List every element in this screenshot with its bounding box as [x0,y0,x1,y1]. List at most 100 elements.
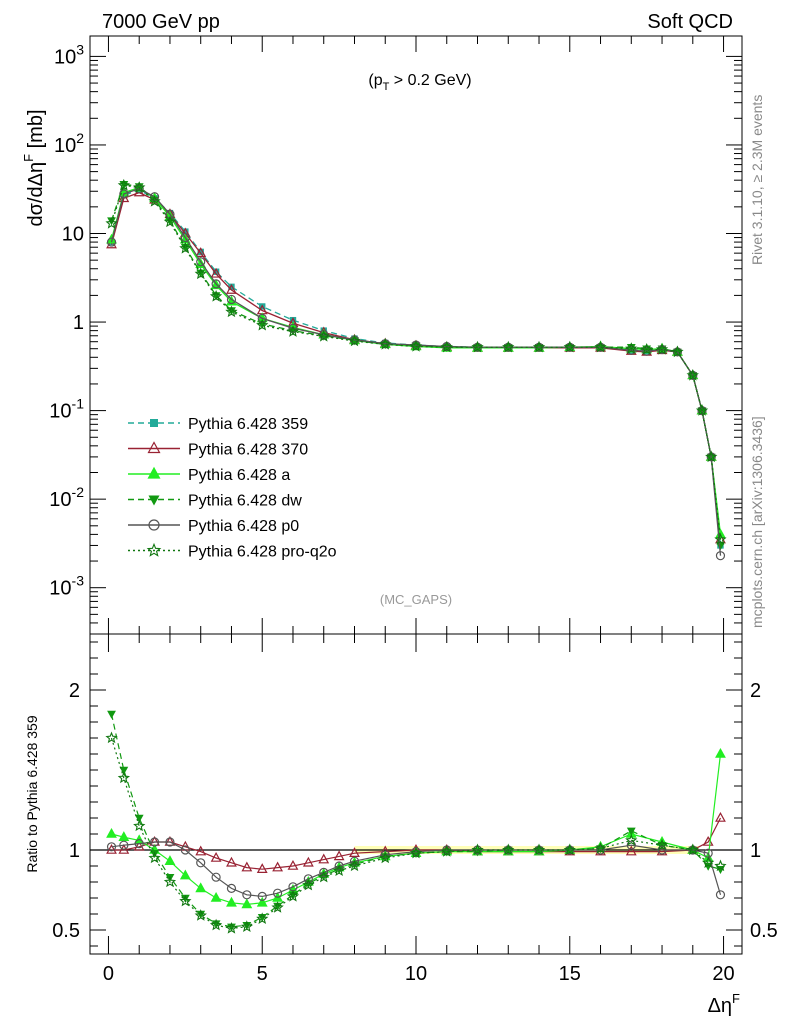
main-series-layer [105,178,727,561]
main-point-5 [117,178,131,191]
main-point-3 [716,542,725,551]
legend-label-1: Pythia 6.428 370 [188,442,308,459]
main-point-4 [119,189,129,199]
legend-marker-5 [146,542,162,557]
main-point-5 [148,195,161,207]
ratio-point-5 [532,843,546,856]
ratio-point-2 [118,831,130,842]
main-point-1 [210,267,222,278]
main-point-5 [194,267,207,280]
ratio-point-2 [106,827,117,838]
ratio-point-1 [210,851,222,862]
ratio-point-4 [334,861,344,871]
ratio-point-5 [563,843,576,856]
legend: Pythia 6.428 359 Pythia 6.428 370 Pythia 6… [128,416,337,561]
main-point-5 [440,340,453,353]
x-tick-label: 5 [257,963,268,985]
main-point-4 [196,257,206,267]
main-point-0 [289,316,297,324]
main-point-4 [106,237,117,247]
main-point-5 [317,329,330,342]
ratio-point-5 [225,921,238,934]
ratio-point-5 [117,771,131,784]
legend-marker-1 [147,441,161,454]
ratio-point-5 [440,845,453,857]
main-point-4 [134,184,144,194]
cut-label-open: (p [368,72,382,89]
ratio-point-5 [379,851,392,864]
ratio-frame [89,633,743,955]
ratio-point-5 [163,875,177,888]
ratio-point-5 [655,838,669,851]
main-point-0 [228,283,235,291]
main-ylabel-text: dσ/dΔη [25,162,47,227]
ratio-point-5 [194,909,207,921]
ratio-point-2 [256,896,268,907]
ratio-point-3 [257,914,267,922]
tick-base: 10 [54,46,76,68]
main-point-0 [197,248,204,256]
ratio-point-5 [209,918,223,931]
ratio-point-5 [625,833,638,846]
header-left: 7000 GeV pp [102,11,220,33]
ratio-point-5 [179,894,192,907]
ratio-axis-ticks: 0.5 0.51 12 20 5 10 15 20 [52,634,778,985]
ratio-point-3 [626,827,636,836]
ratio-point-1 [272,861,284,872]
main-point-4 [642,346,652,356]
cut-label: (pT > 0.2 GeV) [368,72,471,93]
ratio-y-tick-label: 0.5 [52,920,80,942]
ratio-point-2 [195,882,207,893]
ratio-point-3 [211,920,221,929]
main-point-5 [105,216,118,229]
ratio-point-4 [242,890,252,900]
ratio-series-layer [105,710,727,934]
tick-exponent: -1 [72,396,85,412]
tick-base: 10 [49,578,71,600]
ratio-point-4 [303,874,313,884]
x-tick-label: 15 [559,963,581,985]
ratio-point-1 [349,847,360,858]
legend-label-5: Pythia 6.428 pro-q2o [188,544,337,561]
ratio-point-4 [595,845,606,855]
ratio-y-tick-label-right: 2 [750,680,761,702]
main-point-5 [671,345,684,358]
ratio-point-4 [149,837,160,847]
ratio-point-4 [226,883,237,894]
main-point-4 [715,551,726,561]
main-y-tick-label: 10-2 [49,484,84,511]
main-point-5 [655,343,669,355]
main-ylabel-superscript: F [21,154,36,162]
main-point-0 [212,268,220,275]
ratio-point-4 [165,837,175,847]
ratio-point-5 [333,864,346,876]
ratio-point-4 [119,840,129,850]
main-point-5 [625,342,638,355]
ratio-point-5 [714,859,727,872]
ratio-ylabel: Ratio to Pythia 6.428 359 [24,715,40,872]
main-point-5 [179,241,192,254]
tick-base: 10 [49,489,71,511]
ratio-point-4 [657,845,667,855]
ratio-point-3 [288,891,298,900]
main-point-1 [226,283,237,294]
ratio-point-1 [226,856,237,867]
ratio-point-3 [227,923,236,932]
main-point-4 [257,313,267,323]
main-ylabel: dσ/dΔηF [mb] [21,109,47,226]
legend-marker-4 [148,519,160,531]
legend-marker-2 [147,466,161,479]
ratio-point-1 [133,840,145,851]
ratio-point-4 [257,891,267,902]
main-series-line-3 [110,183,722,546]
ratio-point-2 [241,898,253,909]
main-point-0 [182,228,189,235]
ratio-point-5 [594,841,607,854]
main-point-1 [195,247,207,257]
ratio-series-line-2 [111,753,722,906]
legend-label-0: Pythia 6.428 359 [188,416,308,433]
tick-exponent: 2 [76,130,84,146]
ratio-point-5 [302,878,315,891]
